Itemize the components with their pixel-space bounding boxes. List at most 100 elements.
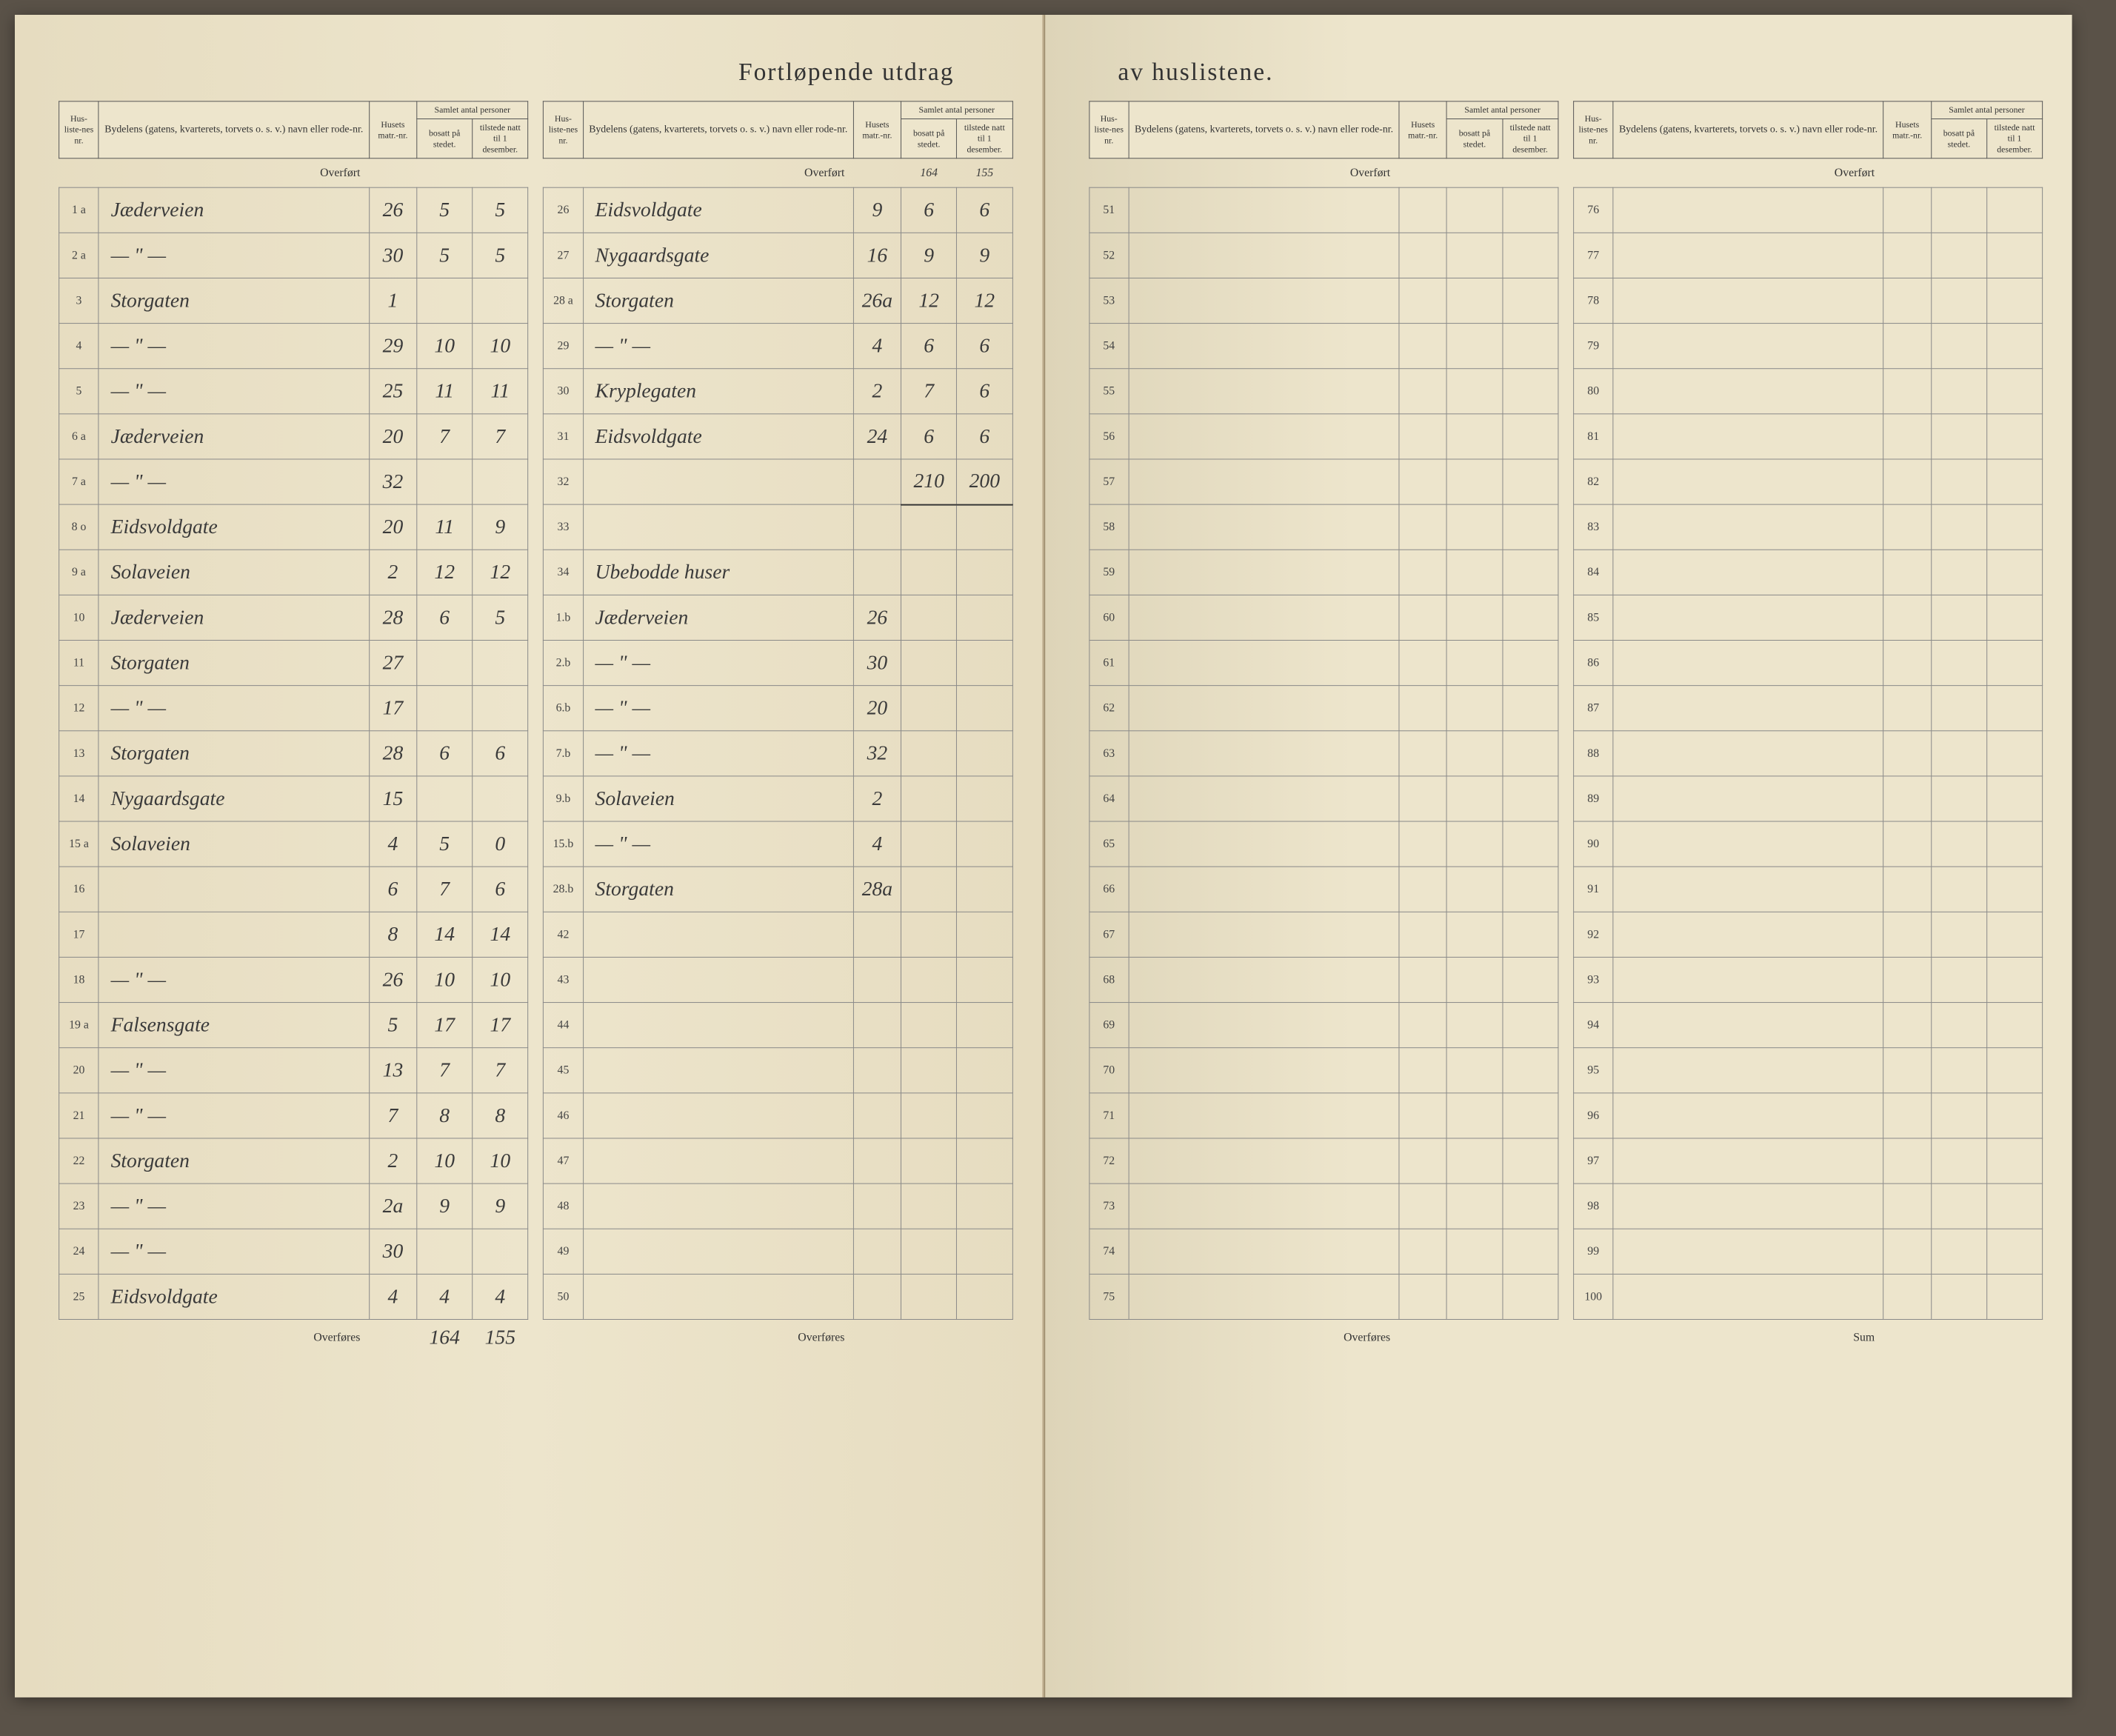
cell-nr: 95 [1573, 1048, 1613, 1093]
table-row: 85 [1573, 595, 2042, 640]
cell-hus: 6 [369, 867, 416, 912]
cell-bosatt [1931, 324, 1986, 369]
table-row: 87 [1573, 686, 2042, 731]
col-husets-matr: Husets matr.-nr. [369, 101, 416, 158]
footer-tilstede [1503, 1319, 1558, 1355]
page-title-left: Fortløpende utdrag [59, 59, 1012, 86]
cell-tilstede [957, 912, 1012, 957]
cell-name [1613, 957, 1883, 1002]
col-bosatt: bosatt på stedet. [417, 119, 473, 158]
cell-name [1613, 278, 1883, 323]
table-row: 68 [1089, 957, 1558, 1002]
table-row: 19 a Falsensgate 5 17 17 [59, 1003, 528, 1048]
cell-nr: 89 [1573, 776, 1613, 821]
cell-name [1613, 324, 1883, 369]
cell-hus [1399, 369, 1446, 414]
table-row: 59 [1089, 550, 1558, 595]
table-row: 55 [1089, 369, 1558, 414]
cell-bosatt [417, 459, 473, 504]
cell-hus: 1 [369, 278, 416, 323]
table-row: 7 a — " — 32 [59, 459, 528, 504]
cell-bosatt [1931, 686, 1986, 731]
cell-nr: 84 [1573, 550, 1613, 595]
overfort-bosatt [1446, 158, 1502, 187]
table-row: 5 — " — 25 11 11 [59, 369, 528, 414]
table-row: 73 [1089, 1184, 1558, 1229]
cell-hus: 28 [369, 731, 416, 776]
cell-tilstede: 11 [473, 369, 528, 414]
table-row: 66 [1089, 867, 1558, 912]
cell-name [1129, 459, 1399, 504]
cell-hus [1883, 776, 1931, 821]
table-row: 61 [1089, 641, 1558, 686]
cell-hus [1883, 912, 1931, 957]
cell-name: — " — [99, 1184, 369, 1229]
table-row: 16 6 7 6 [59, 867, 528, 912]
table-row: 53 [1089, 278, 1558, 323]
cell-name: — " — [99, 324, 369, 369]
cell-hus: 30 [369, 1229, 416, 1274]
cell-bosatt [1446, 233, 1502, 278]
cell-bosatt [901, 912, 957, 957]
cell-tilstede [957, 731, 1012, 776]
cell-name [1129, 731, 1399, 776]
cell-hus [1883, 414, 1931, 459]
cell-hus [1399, 731, 1446, 776]
cell-bosatt [417, 1229, 473, 1274]
cell-name: Storgaten [583, 867, 853, 912]
footer-label: Overføres [99, 1319, 369, 1355]
cell-tilstede: 10 [473, 324, 528, 369]
cell-bosatt [1931, 187, 1986, 233]
cell-tilstede [1986, 912, 2042, 957]
table-row: 17 8 14 14 [59, 912, 528, 957]
left-section-1: Hus-liste-nes nr. Bydelens (gatens, kvar… [59, 101, 528, 1355]
cell-name [99, 867, 369, 912]
cell-nr: 23 [59, 1184, 99, 1229]
table-row: 28.b Storgaten 28a [544, 867, 1012, 912]
cell-tilstede [1986, 187, 2042, 233]
cell-bosatt [1446, 187, 1502, 233]
cell-tilstede [957, 1184, 1012, 1229]
table-row: 20 — " — 13 7 7 [59, 1048, 528, 1093]
cell-tilstede: 5 [473, 233, 528, 278]
cell-nr: 46 [544, 1093, 584, 1138]
table-row: 50 [544, 1274, 1012, 1319]
cell-bosatt [417, 686, 473, 731]
cell-nr: 22 [59, 1138, 99, 1184]
cell-bosatt: 12 [901, 278, 957, 323]
table-row: 72 [1089, 1138, 1558, 1184]
footer-label: Overføres [1129, 1319, 1399, 1355]
cell-bosatt [1446, 957, 1502, 1002]
cell-hus [1399, 414, 1446, 459]
table-row: 25 Eidsvoldgate 4 4 4 [59, 1274, 528, 1319]
cell-tilstede [1986, 550, 2042, 595]
cell-tilstede [1986, 1048, 2042, 1093]
cell-bosatt [1931, 1274, 1986, 1319]
cell-name [1613, 459, 1883, 504]
cell-bosatt: 11 [417, 369, 473, 414]
cell-name [1613, 686, 1883, 731]
cell-nr: 92 [1573, 912, 1613, 957]
right-section-2: Hus-liste-nes nr. Bydelens (gatens, kvar… [1573, 101, 2043, 1355]
cell-bosatt: 6 [901, 324, 957, 369]
cell-hus: 4 [369, 1274, 416, 1319]
cell-name: Storgaten [99, 641, 369, 686]
cell-tilstede: 0 [473, 821, 528, 867]
overfort-tilstede [1986, 158, 2042, 187]
cell-tilstede [1503, 1138, 1558, 1184]
right-section-1: Hus-liste-nes nr. Bydelens (gatens, kvar… [1089, 101, 1558, 1355]
cell-nr: 15 a [59, 821, 99, 867]
cell-hus [1883, 369, 1931, 414]
cell-hus: 28 [369, 595, 416, 640]
cell-bosatt [1931, 776, 1986, 821]
cell-nr: 82 [1573, 459, 1613, 504]
cell-name: Storgaten [99, 1138, 369, 1184]
table-row: 43 [544, 957, 1012, 1002]
cell-nr: 6 a [59, 414, 99, 459]
cell-nr: 94 [1573, 1003, 1613, 1048]
cell-name [1613, 414, 1883, 459]
cell-bosatt [1446, 1138, 1502, 1184]
cell-bosatt [1446, 867, 1502, 912]
table-header: Hus-liste-nes nr. Bydelens (gatens, kvar… [1089, 101, 1558, 158]
cell-bosatt: 6 [417, 595, 473, 640]
